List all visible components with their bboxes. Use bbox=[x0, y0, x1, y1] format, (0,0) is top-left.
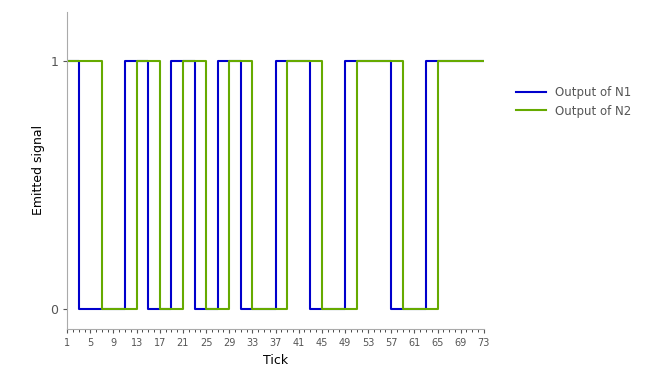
Output of N2 bbox=[427, 307, 435, 312]
Output of N1 bbox=[445, 59, 453, 63]
Output of N1 bbox=[161, 307, 169, 312]
Output of N1 bbox=[208, 307, 216, 312]
X-axis label: Tick: Tick bbox=[263, 354, 288, 366]
Output of N2 bbox=[278, 307, 286, 312]
Y-axis label: Emitted signal: Emitted signal bbox=[32, 125, 44, 215]
Output of N2 bbox=[208, 307, 216, 312]
Output of N2 bbox=[416, 307, 424, 312]
Output of N1 bbox=[278, 59, 286, 63]
Output of N2 bbox=[161, 307, 169, 312]
Line: Output of N2: Output of N2 bbox=[67, 61, 484, 309]
Output of N1 bbox=[480, 59, 488, 63]
Output of N2 bbox=[63, 59, 71, 63]
Output of N2 bbox=[480, 59, 488, 63]
Output of N2 bbox=[98, 307, 106, 312]
Output of N1 bbox=[75, 307, 83, 312]
Output of N1 bbox=[416, 307, 424, 312]
Line: Output of N1: Output of N1 bbox=[67, 61, 484, 309]
Output of N2 bbox=[445, 59, 453, 63]
Output of N1 bbox=[427, 59, 435, 63]
Legend: Output of N1, Output of N2: Output of N1, Output of N2 bbox=[511, 81, 636, 122]
Output of N1 bbox=[63, 59, 71, 63]
